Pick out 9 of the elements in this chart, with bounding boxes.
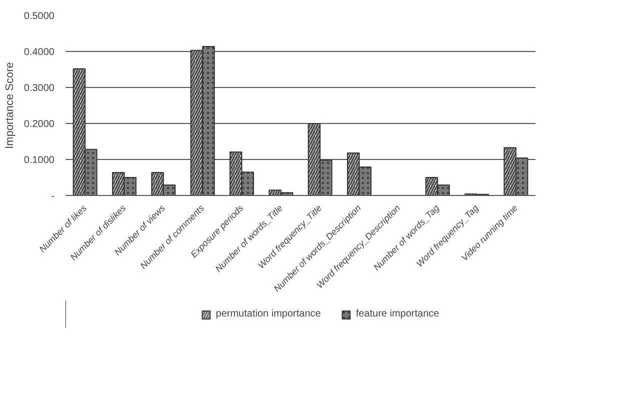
- y-tick-label: 0.2000: [24, 119, 55, 130]
- y-tick-label: 0.5000: [24, 11, 55, 22]
- legend-label: permutation importance: [216, 308, 321, 320]
- legend-label: feature importance: [356, 308, 440, 320]
- y-tick-label: -: [51, 191, 55, 202]
- y-tick-label: 0.4000: [24, 47, 55, 58]
- y-tick-label: 0.1000: [24, 155, 55, 166]
- y-axis-title: Importance Score: [4, 62, 16, 149]
- y-tick-label: 0.3000: [24, 83, 55, 94]
